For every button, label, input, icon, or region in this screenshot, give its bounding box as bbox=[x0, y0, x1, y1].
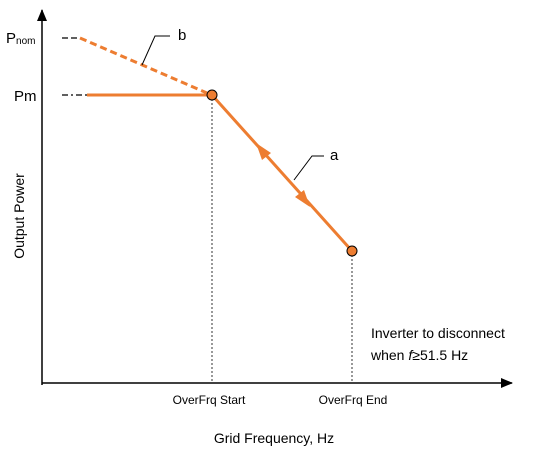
disconnect-note-line2: when f≥51.5 Hz bbox=[370, 347, 468, 363]
overfrq-end-label: OverFrq End bbox=[319, 393, 388, 407]
pm-label: Pm bbox=[14, 88, 37, 105]
leader-b bbox=[141, 35, 170, 66]
curve-a-down-arrow bbox=[295, 190, 310, 207]
curve-a-up-arrow bbox=[256, 143, 271, 160]
overfrq-start-label: OverFrq Start bbox=[173, 393, 246, 407]
y-axis-title: Output Power bbox=[11, 173, 27, 259]
curve-b-dashed bbox=[79, 36, 208, 95]
curve-a-label: a bbox=[330, 147, 339, 164]
x-axis-title: Grid Frequency, Hz bbox=[214, 430, 334, 446]
overfrq-start-point bbox=[206, 89, 218, 101]
overfrq-end-point bbox=[346, 245, 358, 257]
curve-b-label: b bbox=[178, 27, 186, 44]
disconnect-note-line1: Inverter to disconnect bbox=[371, 325, 505, 341]
leader-a bbox=[293, 155, 324, 181]
pnom-label: Pnom bbox=[6, 30, 35, 47]
curve-a-segment bbox=[210, 93, 354, 253]
